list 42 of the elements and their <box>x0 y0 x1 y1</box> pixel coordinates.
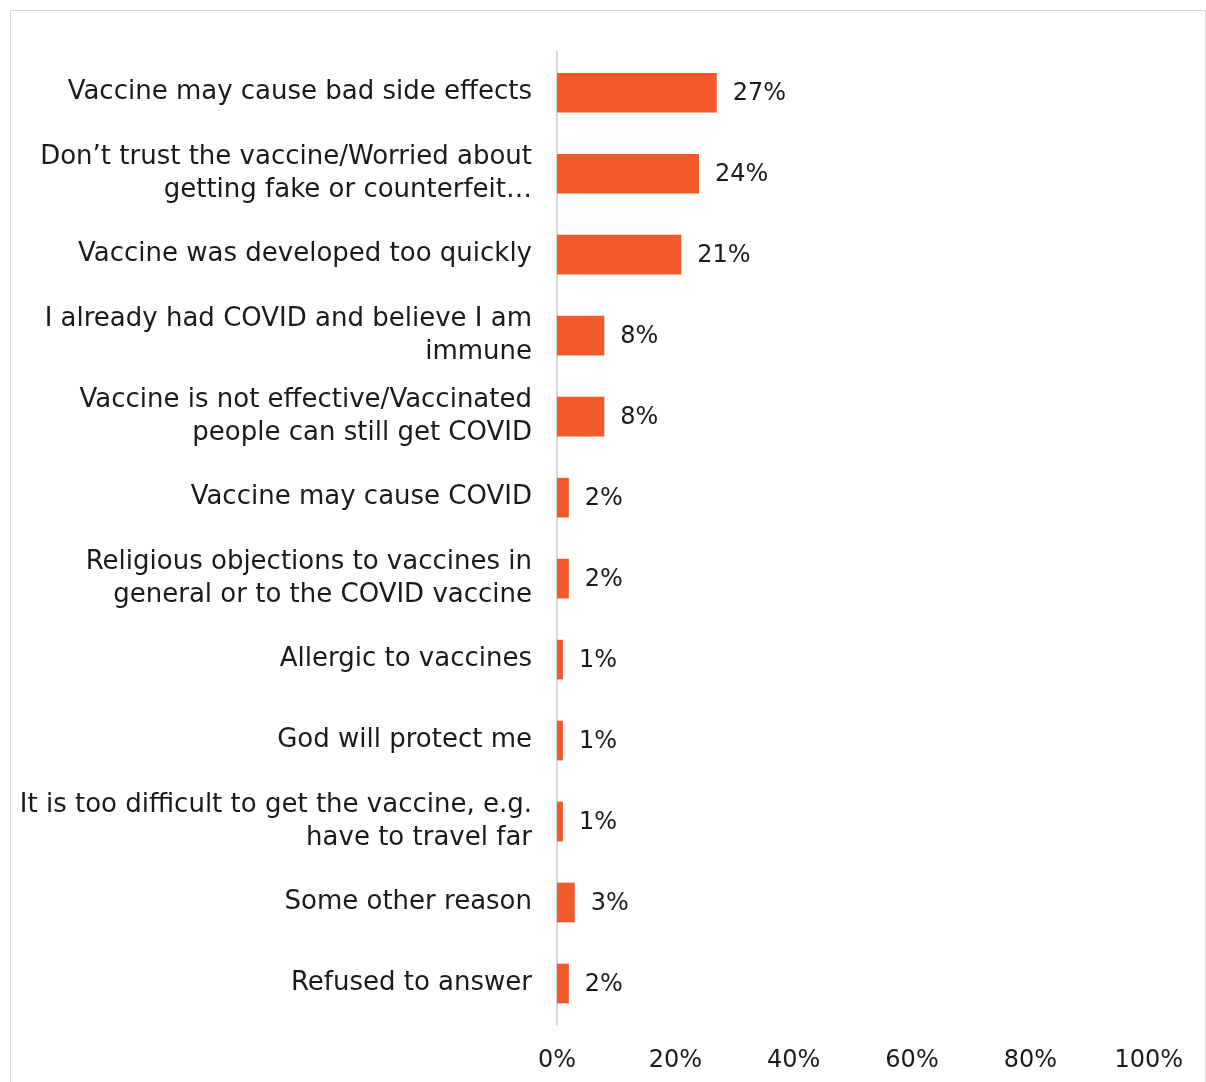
x-tick-label: 100% <box>1114 1044 1184 1073</box>
bar <box>557 153 700 194</box>
y-tick-label: God will protect me <box>277 723 532 754</box>
y-tick-label: Vaccine may cause COVID <box>190 480 532 511</box>
bar <box>557 477 569 518</box>
bar <box>557 72 717 113</box>
bar <box>557 639 563 680</box>
x-tick-label: 0% <box>537 1044 577 1073</box>
y-tick-label: Refused to answer <box>290 966 533 997</box>
data-label: 3% <box>590 887 629 916</box>
data-label: 8% <box>620 401 659 430</box>
data-label: 2% <box>584 482 623 511</box>
x-tick-label: 80% <box>1003 1044 1058 1073</box>
y-tick-label: It is too difficult to get the vaccine, e.g. have to travel far <box>19 788 533 851</box>
y-tick-label: Vaccine is not effective/Vaccinated people can still get COVID <box>79 383 532 446</box>
bar <box>557 396 605 437</box>
data-label: 24% <box>715 158 769 187</box>
data-label: 21% <box>697 239 751 268</box>
bar <box>557 801 563 842</box>
data-label: 8% <box>620 320 659 349</box>
x-tick-label: 60% <box>885 1044 939 1073</box>
y-tick-label: Don’t trust the vaccine/Worried about getting fake or counterfeit… <box>40 140 532 203</box>
bar <box>557 234 682 275</box>
y-tick-label: Vaccine may cause bad side effects <box>67 75 532 106</box>
data-label: 1% <box>578 644 617 673</box>
data-label: 1% <box>578 725 617 754</box>
data-label: 27% <box>732 77 787 106</box>
x-tick-label: 20% <box>648 1044 703 1073</box>
data-label: 2% <box>584 968 623 997</box>
data-label: 1% <box>578 806 617 835</box>
y-tick-label: Some other reason <box>284 885 532 916</box>
y-tick-label: Religious objections to vaccines in general or to the COVID vaccine <box>85 545 532 608</box>
y-tick-label: Vaccine was developed too quickly <box>78 237 532 268</box>
y-tick-label: I already had COVID and believe I am immune <box>44 302 532 365</box>
data-label: 2% <box>584 563 623 592</box>
bar <box>557 558 569 599</box>
bar <box>557 963 569 1004</box>
y-tick-label: Allergic to vaccines <box>279 642 532 673</box>
x-tick-label: 40% <box>767 1044 821 1073</box>
bar <box>557 720 563 761</box>
bar <box>557 882 575 923</box>
bar <box>557 315 605 356</box>
